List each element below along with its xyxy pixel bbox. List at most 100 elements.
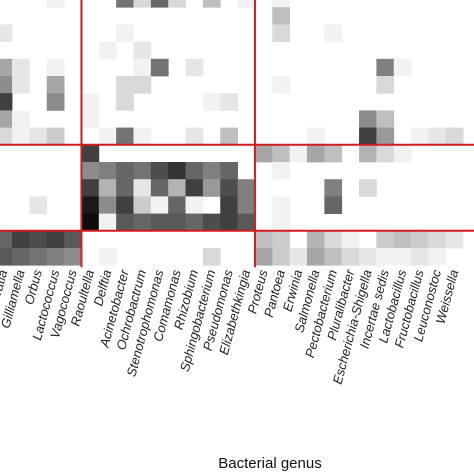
heatmap-cell	[272, 144, 291, 163]
heatmap-cell	[168, 0, 186, 8]
heatmap-cell	[116, 0, 134, 8]
heatmap-cell	[185, 58, 204, 77]
heatmap-cell	[272, 248, 291, 266]
heatmap-cell	[168, 213, 186, 232]
heatmap-cell	[133, 196, 152, 214]
heatmap-cell	[12, 127, 30, 146]
heatmap-cell	[428, 127, 447, 146]
heatmap-cell	[29, 196, 48, 214]
heatmap-cell	[411, 230, 429, 249]
heatmap-cell	[116, 93, 134, 111]
heatmap-cell	[324, 196, 343, 214]
heatmap-cell	[185, 162, 204, 180]
heatmap-cell	[81, 179, 100, 197]
heatmap-cell	[428, 230, 447, 249]
x-axis-title: Bacterial genus	[218, 455, 321, 472]
heatmap-cell	[202, 248, 221, 266]
heatmap-cell	[168, 179, 186, 197]
heatmap-cell	[324, 248, 343, 266]
heatmap-cell	[116, 213, 134, 232]
heatmap-cell	[168, 162, 186, 180]
heatmap-cell	[0, 76, 13, 94]
heatmap-cell	[46, 127, 65, 146]
heatmap-cell	[359, 110, 377, 128]
heatmap-cell	[359, 127, 377, 146]
heatmap-cell	[133, 58, 152, 77]
heatmap-cell	[359, 144, 377, 163]
heatmap-cell	[393, 58, 412, 77]
heatmap-cell	[81, 162, 100, 180]
heatmap-cell	[272, 162, 291, 180]
heatmap-cell	[324, 230, 343, 249]
heatmap-cell	[376, 76, 395, 94]
heatmap-cell	[220, 213, 238, 232]
heatmap-cell	[116, 196, 134, 214]
heatmap-cell	[150, 213, 169, 232]
heatmap-cell	[237, 213, 256, 232]
heatmap-cell	[237, 196, 256, 214]
heatmap-cell	[445, 127, 464, 146]
heatmap-cell	[133, 213, 152, 232]
heatmap-cell	[64, 248, 82, 266]
heatmap-cell	[185, 196, 204, 214]
heatmap-cell	[254, 230, 273, 249]
heatmap-cell	[272, 7, 291, 25]
heatmap-cell	[98, 127, 117, 146]
heatmap-cell	[116, 162, 134, 180]
heatmap-cell	[393, 144, 412, 163]
heatmap-cell	[289, 144, 308, 163]
heatmap-cell	[237, 0, 256, 8]
heatmap-cell	[46, 230, 65, 249]
heatmap-cell	[29, 127, 48, 146]
heatmap-cell	[202, 93, 221, 111]
heatmap-cell	[81, 213, 100, 232]
heatmap-cell	[272, 0, 291, 8]
heatmap-cell	[220, 196, 238, 214]
heatmap-cell	[98, 41, 117, 60]
heatmap-cell	[324, 24, 343, 42]
heatmap-cell	[98, 196, 117, 214]
heatmap-cell	[29, 230, 48, 249]
heatmap-cell	[133, 0, 152, 8]
heatmap-cell	[98, 179, 117, 197]
heatmap-cell	[0, 24, 13, 42]
heatmap-cell	[237, 179, 256, 197]
heatmap-cell	[150, 162, 169, 180]
heatmap-cell	[133, 179, 152, 197]
heatmap-cell	[98, 213, 117, 232]
heatmap-cell	[98, 162, 117, 180]
heatmap-cell	[411, 248, 429, 266]
heatmap-cell	[150, 196, 169, 214]
heatmap-cell	[220, 127, 238, 146]
heatmap-cell	[202, 162, 221, 180]
heatmap-cell	[341, 230, 360, 249]
heatmap-cell	[29, 248, 48, 266]
heatmap-cell	[0, 127, 13, 146]
heatmap-cell	[12, 58, 30, 77]
heatmap-cell	[359, 179, 377, 197]
heatmap-cell	[46, 58, 65, 77]
heatmap-cell	[254, 248, 273, 266]
heatmap-cell	[46, 93, 65, 111]
heatmap-cell	[341, 248, 360, 266]
heatmap-cell	[12, 230, 30, 249]
heatmap-cell	[445, 230, 464, 249]
heatmap-cell	[307, 230, 325, 249]
heatmap-cell	[64, 230, 82, 249]
heatmap-cell	[81, 110, 100, 128]
heatmap-cell	[81, 93, 100, 111]
heatmap-cell	[254, 144, 273, 163]
heatmap-cell	[289, 248, 308, 266]
heatmap-cell	[46, 0, 65, 8]
heatmap-cell	[0, 58, 13, 77]
heatmap-cell	[272, 196, 291, 214]
heatmap-cell	[393, 230, 412, 249]
heatmap-cell	[46, 76, 65, 94]
heatmap-cell	[185, 127, 204, 146]
heatmap-cell	[393, 248, 412, 266]
heatmap-cell	[81, 144, 100, 163]
heatmap-cell	[0, 248, 13, 266]
heatmap-cell	[116, 127, 134, 146]
heatmap-cell	[133, 76, 152, 94]
